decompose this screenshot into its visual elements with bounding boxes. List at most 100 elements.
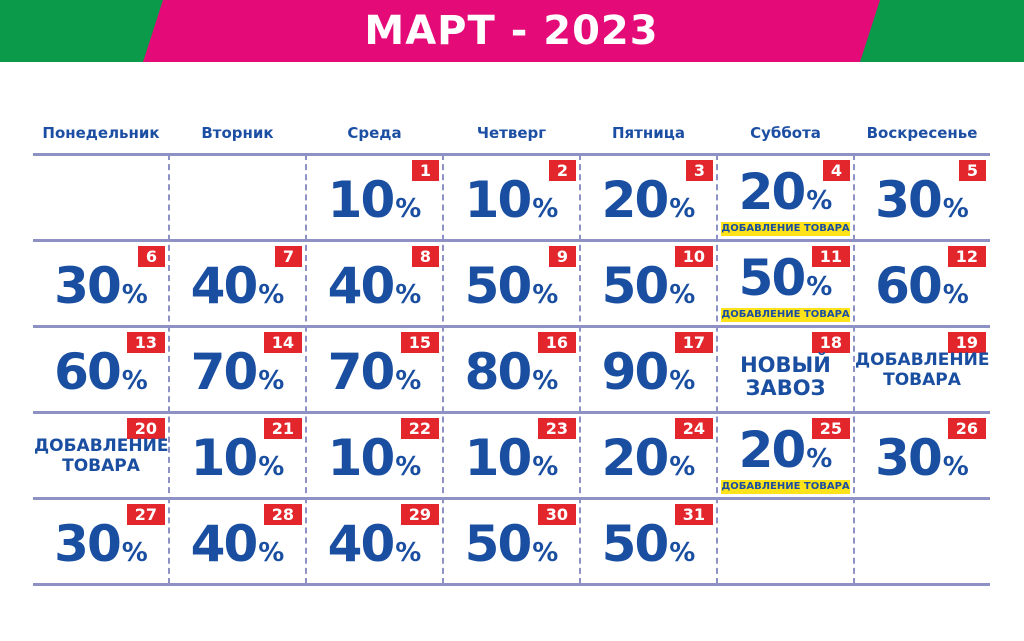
discount-value: 30% [34, 256, 168, 328]
calendar-day-cell: 21 10% [170, 414, 305, 497]
calendar-day-cell: 7 40% [170, 242, 305, 325]
calendar-day-cell: 16 80% [444, 328, 579, 411]
day-number-badge: 27 [126, 504, 165, 525]
discount-number: 40 [327, 257, 396, 315]
day-number-badge: 17 [674, 332, 713, 353]
stock-added-note: ДОБАВЛЕНИЕ ТОВАРА [721, 480, 850, 494]
calendar-day-cell: 8 40% [307, 242, 442, 325]
day-number-badge: 9 [548, 246, 576, 267]
discount-number: 10 [327, 171, 396, 229]
discount-number: 10 [327, 429, 396, 487]
percent-sign: % [806, 272, 833, 302]
discount-number: 70 [190, 343, 259, 401]
calendar-day-cell: 13 60% [34, 328, 168, 411]
day-label: ДОБАВЛЕНИЕ ТОВАРА [855, 350, 990, 390]
calendar-day-cell: 31 50% [581, 500, 716, 583]
percent-sign: % [258, 366, 285, 396]
discount-number: 30 [875, 429, 943, 487]
day-number-badge: 12 [947, 246, 986, 267]
page-title: МАРТ - 2023 [364, 8, 659, 54]
discount-number: 10 [464, 429, 533, 487]
day-number-badge: 29 [400, 504, 439, 525]
percent-sign: % [532, 452, 559, 482]
calendar-day-cell: 23 10% [444, 414, 579, 497]
calendar-day-cell: 10 50% [581, 242, 716, 325]
weekday-header: Среда [347, 124, 402, 142]
discount-value: 50% [718, 248, 853, 320]
day-number-badge: 3 [685, 160, 713, 181]
calendar-day-cell: 19 ДОБАВЛЕНИЕ ТОВАРА [855, 328, 989, 411]
day-number-badge: 30 [537, 504, 576, 525]
calendar-day-cell: 30 50% [444, 500, 579, 583]
grid-column-line [716, 154, 718, 584]
discount-number: 20 [601, 171, 670, 229]
discount-number: 30 [54, 515, 122, 573]
grid-row-line [33, 153, 990, 156]
day-number-badge: 4 [822, 160, 850, 181]
discount-value: 50% [581, 256, 716, 328]
discount-number: 50 [601, 257, 670, 315]
discount-value: 20% [718, 420, 853, 492]
percent-sign: % [395, 452, 422, 482]
percent-sign: % [532, 194, 559, 224]
grid-column-line [305, 154, 307, 584]
calendar-day-cell: 2 10% [444, 156, 579, 239]
percent-sign: % [942, 280, 969, 310]
day-number-badge: 28 [263, 504, 302, 525]
day-number-badge: 10 [674, 246, 713, 267]
calendar-day-cell: 1 10% [307, 156, 442, 239]
discount-value: 40% [170, 256, 305, 328]
percent-sign: % [121, 538, 148, 568]
discount-number: 90 [601, 343, 670, 401]
calendar-day-cell: 22 10% [307, 414, 442, 497]
discount-value: 20% [581, 170, 716, 242]
day-number-badge: 13 [126, 332, 165, 353]
grid-row-line [33, 411, 990, 414]
calendar-day-cell: 20 ДОБАВЛЕНИЕ ТОВАРА [34, 414, 168, 497]
grid-row-line [33, 583, 990, 586]
stock-added-note: ДОБАВЛЕНИЕ ТОВАРА [721, 308, 850, 322]
discount-value: 80% [444, 342, 579, 414]
day-number-badge: 20 [126, 418, 165, 439]
grid-column-line [579, 154, 581, 584]
discount-value: 10% [307, 170, 442, 242]
day-number-badge: 23 [537, 418, 576, 439]
calendar-day-cell: 9 50% [444, 242, 579, 325]
discount-value: 60% [34, 342, 168, 414]
day-number-badge: 19 [947, 332, 986, 353]
percent-sign: % [669, 280, 696, 310]
percent-sign: % [258, 538, 285, 568]
discount-value: 20% [718, 162, 853, 234]
day-number-badge: 16 [537, 332, 576, 353]
stock-added-note: ДОБАВЛЕНИЕ ТОВАРА [721, 222, 850, 236]
calendar-day-cell: 12 60% [855, 242, 989, 325]
percent-sign: % [395, 366, 422, 396]
day-number-badge: 1 [411, 160, 439, 181]
discount-value: 50% [444, 256, 579, 328]
day-number-badge: 24 [674, 418, 713, 439]
percent-sign: % [258, 452, 285, 482]
weekday-header: Вторник [201, 124, 274, 142]
calendar-day-cell: 18 НОВЫЙ ЗАВОЗ [718, 328, 853, 411]
discount-value: 10% [170, 428, 305, 500]
percent-sign: % [806, 444, 833, 474]
discount-number: 20 [738, 163, 807, 221]
discount-number: 20 [601, 429, 670, 487]
calendar-day-cell: 4 20% ДОБАВЛЕНИЕ ТОВАРА [718, 156, 853, 239]
percent-sign: % [395, 538, 422, 568]
calendar-day-cell: 26 30% [855, 414, 989, 497]
calendar-day-cell: 11 50% ДОБАВЛЕНИЕ ТОВАРА [718, 242, 853, 325]
discount-number: 50 [601, 515, 670, 573]
percent-sign: % [532, 280, 559, 310]
weekday-header: Воскресенье [866, 124, 978, 142]
discount-number: 20 [738, 421, 807, 479]
day-number-badge: 18 [811, 332, 850, 353]
day-number-badge: 25 [811, 418, 850, 439]
discount-value: 60% [855, 256, 989, 328]
day-number-badge: 5 [958, 160, 986, 181]
grid-column-line [168, 154, 170, 584]
percent-sign: % [942, 194, 969, 224]
percent-sign: % [121, 366, 148, 396]
day-number-badge: 15 [400, 332, 439, 353]
discount-value: 70% [307, 342, 442, 414]
